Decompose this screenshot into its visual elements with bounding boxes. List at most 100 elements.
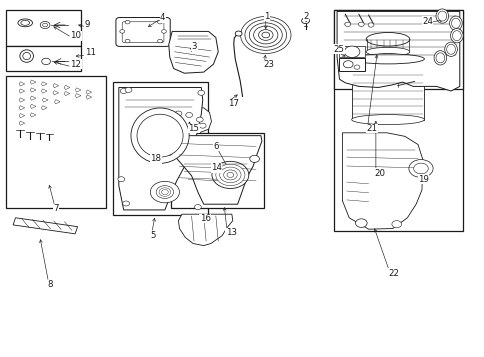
Bar: [333, 10, 462, 231]
Polygon shape: [75, 94, 81, 98]
Polygon shape: [168, 31, 218, 73]
Circle shape: [301, 18, 309, 24]
Circle shape: [185, 112, 192, 117]
Circle shape: [125, 20, 130, 24]
Circle shape: [391, 221, 401, 228]
Polygon shape: [53, 91, 59, 95]
Text: 19: 19: [417, 175, 428, 184]
Ellipse shape: [452, 31, 460, 41]
Polygon shape: [30, 88, 36, 92]
Text: 14: 14: [211, 163, 222, 172]
Circle shape: [120, 30, 124, 33]
Ellipse shape: [437, 11, 446, 21]
Polygon shape: [30, 96, 36, 100]
Circle shape: [212, 161, 248, 188]
Circle shape: [194, 205, 201, 210]
Polygon shape: [42, 98, 48, 102]
Bar: [6, 10, 81, 46]
Text: 4: 4: [160, 13, 165, 22]
Circle shape: [161, 30, 166, 33]
Ellipse shape: [23, 52, 30, 60]
Ellipse shape: [435, 9, 448, 23]
FancyBboxPatch shape: [122, 22, 164, 42]
Text: 6: 6: [213, 142, 218, 151]
Circle shape: [408, 160, 432, 177]
Text: 2: 2: [302, 11, 308, 21]
Text: 25: 25: [333, 45, 344, 54]
Text: 18: 18: [150, 154, 161, 164]
Ellipse shape: [450, 29, 462, 43]
Bar: [351, 59, 424, 120]
Circle shape: [161, 190, 168, 195]
Circle shape: [413, 163, 427, 174]
Circle shape: [344, 22, 350, 26]
Text: 7: 7: [53, 204, 59, 213]
Circle shape: [355, 219, 366, 227]
Circle shape: [125, 39, 130, 43]
Circle shape: [197, 90, 204, 95]
Polygon shape: [19, 82, 25, 86]
Text: 16: 16: [199, 214, 211, 223]
Text: 20: 20: [374, 169, 385, 178]
Bar: [6, 46, 81, 71]
Circle shape: [120, 89, 127, 94]
Circle shape: [199, 123, 206, 128]
Circle shape: [249, 23, 282, 47]
Circle shape: [157, 39, 162, 43]
Circle shape: [249, 155, 259, 162]
Ellipse shape: [372, 54, 402, 61]
Circle shape: [43, 23, 47, 27]
Ellipse shape: [435, 53, 444, 63]
Circle shape: [367, 23, 373, 27]
Circle shape: [219, 167, 241, 183]
Polygon shape: [366, 39, 408, 52]
Bar: [366, 39, 408, 52]
Circle shape: [150, 181, 179, 203]
Text: 24: 24: [421, 17, 432, 26]
Text: 13: 13: [225, 228, 236, 237]
Circle shape: [196, 117, 203, 122]
FancyBboxPatch shape: [116, 17, 170, 46]
Ellipse shape: [444, 42, 456, 56]
Circle shape: [125, 87, 132, 92]
Circle shape: [165, 150, 174, 157]
Polygon shape: [13, 218, 77, 234]
Bar: [6, 76, 106, 208]
Circle shape: [175, 111, 182, 116]
Polygon shape: [64, 85, 70, 90]
Polygon shape: [342, 133, 422, 229]
Polygon shape: [30, 113, 36, 117]
Polygon shape: [19, 98, 25, 102]
Circle shape: [244, 20, 286, 50]
Polygon shape: [19, 106, 25, 110]
Circle shape: [261, 32, 269, 38]
Polygon shape: [119, 87, 202, 210]
Ellipse shape: [451, 18, 459, 28]
Ellipse shape: [351, 115, 424, 125]
Bar: [338, 58, 364, 71]
Text: 3: 3: [191, 42, 197, 51]
Circle shape: [258, 30, 272, 40]
Polygon shape: [75, 88, 81, 92]
Circle shape: [118, 177, 124, 182]
Polygon shape: [19, 114, 25, 118]
Polygon shape: [30, 104, 36, 109]
Circle shape: [159, 188, 170, 196]
Text: 12: 12: [70, 60, 81, 69]
Polygon shape: [86, 90, 91, 94]
Circle shape: [156, 186, 173, 198]
Circle shape: [223, 170, 237, 180]
Polygon shape: [41, 82, 47, 86]
Circle shape: [167, 152, 172, 155]
Ellipse shape: [351, 54, 424, 64]
Text: 10: 10: [70, 31, 81, 40]
Circle shape: [42, 58, 50, 65]
Ellipse shape: [446, 44, 454, 54]
Polygon shape: [339, 46, 364, 57]
Text: 21: 21: [366, 124, 377, 133]
Text: 11: 11: [85, 48, 96, 57]
Circle shape: [343, 61, 352, 68]
Ellipse shape: [131, 108, 189, 163]
Ellipse shape: [136, 114, 182, 157]
Circle shape: [215, 164, 244, 186]
